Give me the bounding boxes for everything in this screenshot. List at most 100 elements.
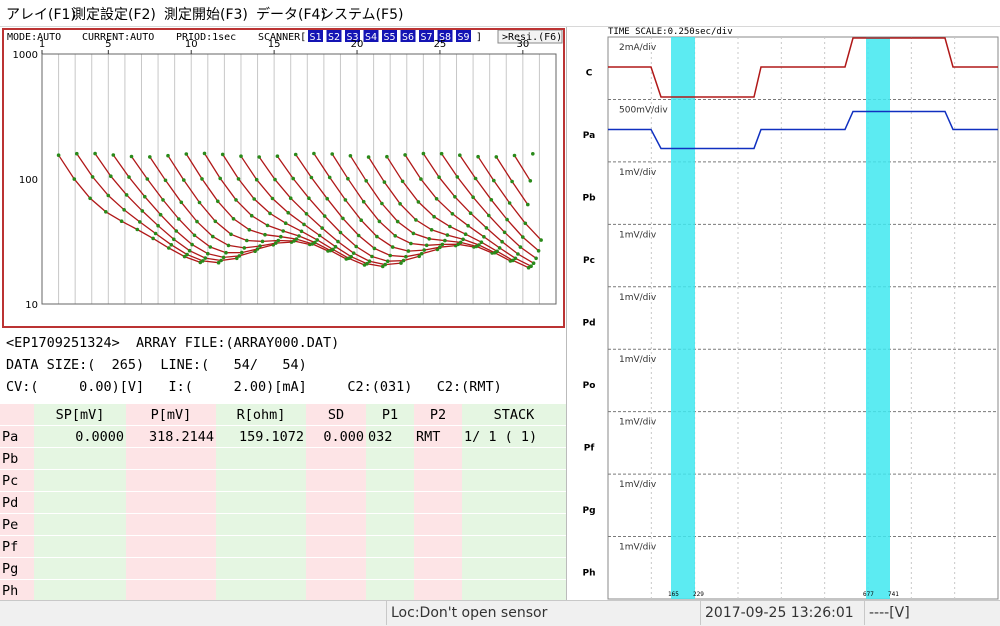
scanner-badge[interactable] <box>326 30 342 42</box>
table-row[interactable]: Pb <box>0 447 566 470</box>
cell-p1 <box>366 447 414 470</box>
scanner-badge[interactable] <box>400 30 416 42</box>
data-point <box>439 151 444 156</box>
data-point <box>513 256 518 261</box>
data-point <box>385 154 389 159</box>
data-point <box>192 233 197 238</box>
data-point <box>424 243 429 248</box>
data-point <box>249 213 254 218</box>
data-point <box>534 256 538 261</box>
data-point <box>167 246 171 250</box>
resi-button[interactable] <box>497 30 563 44</box>
cell-sd <box>306 579 366 602</box>
time-marker[interactable] <box>866 37 890 599</box>
data-point <box>265 223 270 228</box>
array-chart-panel: MODE:AUTO CURRENT:AUTO PRIOD:1sec SCANNE… <box>2 28 565 328</box>
data-point <box>229 232 233 237</box>
channel-scale: 1mV/div <box>619 418 657 428</box>
data-point <box>341 216 345 221</box>
data-point <box>502 230 507 235</box>
menu-system[interactable]: システム(F5) <box>320 7 404 23</box>
data-point <box>512 153 517 158</box>
scanner-badge[interactable] <box>437 30 453 42</box>
data-point <box>288 196 293 200</box>
cell-stack <box>462 535 566 558</box>
channel-label: Ph <box>582 568 595 578</box>
table-row[interactable]: Pd <box>0 491 566 514</box>
scanner-badge-label: S7 <box>421 32 433 43</box>
table-row[interactable]: Pc <box>0 469 566 492</box>
menu-measure-start[interactable]: 測定開始(F3) <box>164 7 248 23</box>
data-point <box>338 230 343 235</box>
data-point <box>325 196 330 201</box>
data-point <box>507 201 512 205</box>
data-point <box>219 258 223 263</box>
cell-r <box>216 447 306 470</box>
data-point <box>104 210 108 214</box>
data-point <box>148 155 152 159</box>
data-point <box>476 154 480 159</box>
cell-channel: Pb <box>0 447 34 470</box>
scanner-badge[interactable] <box>419 30 434 42</box>
channel-label: Po <box>583 381 596 391</box>
data-point <box>294 237 299 241</box>
table-row[interactable]: Pg <box>0 557 566 580</box>
cell-sp <box>34 535 126 558</box>
menu-data[interactable]: データ(F4) <box>256 7 326 23</box>
table-row[interactable]: Pf <box>0 535 566 558</box>
table-row[interactable]: Ph <box>0 579 566 602</box>
table-row[interactable]: Pe <box>0 513 566 536</box>
data-point <box>281 229 286 233</box>
data-point <box>231 217 236 221</box>
time-scale-label: TIME SCALE:0.250sec/div <box>608 27 733 37</box>
cell-channel: Pc <box>0 469 34 492</box>
menu-measure-settings[interactable]: 測定設定(F2) <box>72 7 156 23</box>
data-point <box>523 221 528 226</box>
array-curve <box>240 155 383 268</box>
data-point <box>302 222 306 227</box>
cell-stack: 1/ 1 ( 1) <box>462 425 566 448</box>
data-point <box>435 247 440 252</box>
data-point <box>395 219 400 224</box>
scanner-badge-label: S6 <box>402 32 414 43</box>
scanner-badge[interactable] <box>308 30 323 42</box>
cell-p1 <box>366 535 414 558</box>
cell-r <box>216 579 306 602</box>
cell-stack <box>462 491 566 514</box>
data-point <box>365 261 369 266</box>
data-point <box>419 251 424 256</box>
data-point <box>450 212 455 216</box>
data-point <box>529 264 533 268</box>
scanner-badge[interactable] <box>456 30 471 42</box>
cell-r <box>216 491 306 514</box>
cell-stack <box>462 447 566 470</box>
y-tick-label: 10 <box>25 300 38 311</box>
data-point <box>235 256 239 261</box>
time-marker[interactable] <box>671 37 695 599</box>
data-point <box>260 239 265 244</box>
cell-p2 <box>414 535 462 558</box>
data-point <box>106 193 111 198</box>
cell-p1 <box>366 579 414 602</box>
scanner-badge[interactable] <box>345 30 360 42</box>
scanner-label-end: ] <box>476 32 482 43</box>
channel-scale: 1mV/div <box>619 355 657 365</box>
data-point <box>169 243 174 247</box>
data-point <box>359 218 364 222</box>
channel-scale: 1mV/div <box>619 293 657 303</box>
data-point <box>179 200 184 205</box>
data-point <box>331 247 335 252</box>
data-point <box>226 243 231 248</box>
data-point <box>200 177 204 181</box>
scanner-badge[interactable] <box>363 30 379 42</box>
cell-sd <box>306 447 366 470</box>
menu-array[interactable]: アレイ(F1) <box>6 7 76 23</box>
data-point <box>456 242 461 247</box>
scanner-badge[interactable] <box>382 30 397 42</box>
table-row[interactable]: Pa 0.0000 318.2144 159.1072 0.000 032 RMT 1/ 1 … <box>0 425 566 448</box>
data-point <box>510 179 514 184</box>
data-point <box>138 220 142 224</box>
array-curve <box>313 153 456 252</box>
data-point <box>445 233 450 237</box>
data-point <box>411 231 416 236</box>
